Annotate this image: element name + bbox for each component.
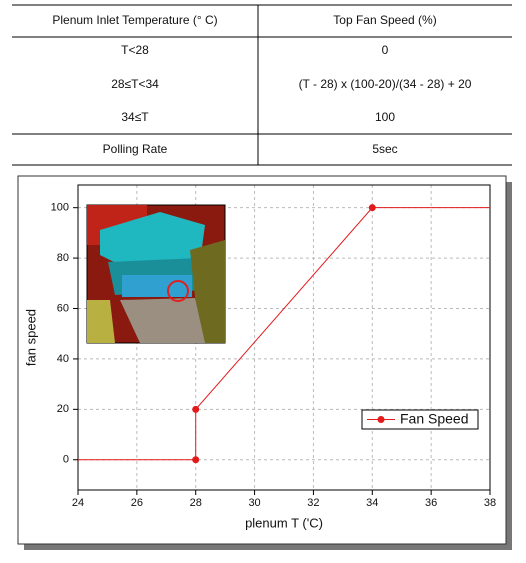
table-cell: T<28 [121, 43, 149, 57]
x-tick-label: 28 [190, 497, 202, 509]
x-tick-label: 36 [425, 497, 437, 509]
data-point [368, 204, 376, 212]
table [12, 4, 512, 166]
table-header-cell: Top Fan Speed (%) [333, 13, 436, 27]
x-tick-label: 38 [484, 497, 496, 509]
y-tick-label: 100 [51, 202, 69, 214]
plot-area [77, 184, 491, 491]
table-cell: 0 [382, 43, 389, 57]
table-cell: 34≤T [121, 110, 149, 124]
data-point [192, 405, 200, 413]
legend-marker [377, 416, 385, 423]
x-tick-label: 26 [131, 497, 143, 509]
table-cell: 100 [375, 110, 395, 124]
inset-image [86, 204, 226, 344]
legend-label: Fan Speed [400, 411, 469, 427]
table-cell: 5sec [372, 142, 397, 156]
y-tick-label: 60 [57, 302, 69, 314]
data-point [192, 456, 200, 464]
table-cell: Polling Rate [103, 142, 168, 156]
x-tick-label: 32 [307, 497, 319, 509]
table-header-cell: Plenum Inlet Temperature (° C) [52, 13, 217, 27]
y-tick-label: 20 [57, 403, 69, 415]
table-cell: (T - 28) x (100-20)/(34 - 28) + 20 [299, 77, 472, 91]
x-axis-label: plenum T ('C) [245, 515, 323, 530]
y-axis-label: fan speed [23, 309, 38, 366]
x-tick-label: 34 [366, 497, 378, 509]
chart-frame [17, 175, 507, 545]
x-tick-label: 24 [72, 497, 84, 509]
legend-box [361, 409, 479, 430]
y-tick-label: 0 [63, 454, 69, 466]
table-cell: 28≤T<34 [111, 77, 159, 91]
x-tick-label: 30 [248, 497, 260, 509]
y-tick-label: 80 [57, 252, 69, 264]
y-tick-label: 40 [57, 353, 69, 365]
chart: 24 26 28 30 32 34 36 38 0 20 40 60 80 100 plenum T ('C… [23, 184, 496, 530]
